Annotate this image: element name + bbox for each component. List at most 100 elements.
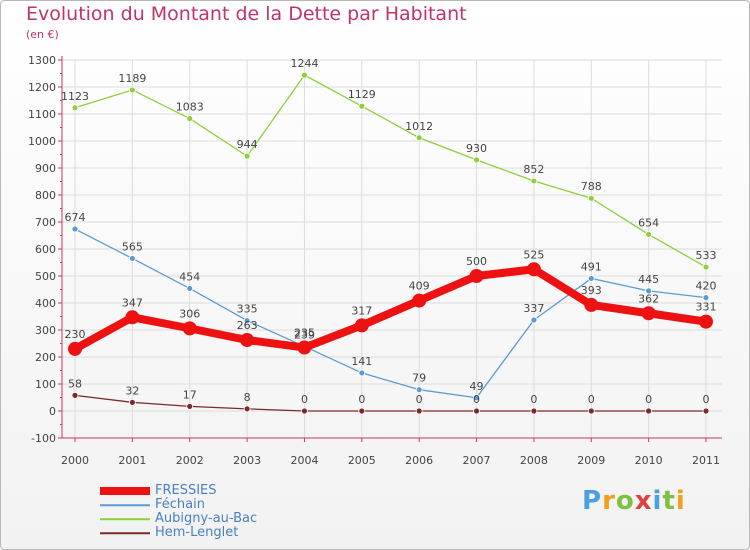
data-point-aubigny-au-bac [587, 194, 595, 202]
data-label-fechain: 445 [638, 273, 659, 286]
proxiti-logo: Proxiti [582, 486, 686, 516]
x-tick-label: 2004 [290, 454, 318, 467]
data-point-aubigny-au-bac [473, 156, 480, 164]
data-point-fressies [354, 318, 369, 333]
y-tick-label: 0 [49, 405, 56, 418]
x-tick-label: 2006 [405, 454, 433, 467]
data-point-fechain [415, 386, 423, 394]
data-label-hem-lenglet: 0 [473, 393, 480, 406]
data-point-fressies [68, 341, 82, 356]
y-tick-label: 600 [35, 243, 56, 256]
x-tick-label: 2000 [61, 454, 89, 467]
data-point-fechain [243, 317, 251, 324]
data-point-hem-lenglet [587, 407, 595, 415]
data-label-hem-lenglet: 58 [68, 377, 82, 390]
data-point-fressies [469, 269, 484, 283]
data-point-aubigny-au-bac [186, 115, 194, 122]
data-point-hem-lenglet [243, 405, 251, 413]
data-label-fressies: 306 [179, 307, 200, 320]
data-point-aubigny-au-bac [415, 134, 423, 142]
data-label-hem-lenglet: 0 [703, 393, 710, 406]
data-label-fechain: 454 [179, 270, 200, 283]
data-label-hem-lenglet: 0 [530, 393, 537, 406]
data-label-hem-lenglet: 0 [645, 393, 652, 406]
data-label-hem-lenglet: 32 [125, 384, 139, 397]
series-line-aubigny-au-bac [74, 74, 707, 268]
y-tick-label: 200 [35, 351, 56, 364]
x-tick-label: 2007 [463, 454, 491, 467]
y-tick-label: 300 [35, 324, 56, 337]
x-tick-label: 2011 [692, 454, 720, 467]
data-label-aubigny-au-bac: 654 [638, 216, 659, 229]
x-tick-label: 2009 [577, 454, 605, 467]
data-label-fressies: 393 [581, 284, 602, 297]
series-line-fressies [71, 265, 710, 353]
data-label-aubigny-au-bac: 1129 [348, 88, 376, 101]
data-point-hem-lenglet [645, 407, 653, 415]
data-point-aubigny-au-bac [71, 104, 79, 112]
y-tick-label: 1200 [28, 81, 56, 94]
data-label-fressies: 317 [351, 304, 372, 317]
data-point-hem-lenglet [530, 407, 538, 415]
y-tick-label: 400 [35, 297, 56, 310]
data-label-aubigny-au-bac: 944 [237, 138, 258, 151]
y-tick-label: 100 [35, 378, 56, 391]
data-label-fressies: 362 [638, 292, 659, 305]
data-point-fressies [240, 332, 255, 347]
data-point-fressies [584, 297, 599, 312]
data-point-aubigny-au-bac [645, 231, 653, 238]
data-point-fechain [71, 225, 79, 233]
data-label-fressies: 235 [294, 327, 315, 340]
data-label-fressies: 409 [409, 280, 430, 293]
data-point-fressies [412, 293, 427, 308]
data-label-aubigny-au-bac: 1123 [61, 90, 89, 103]
y-tick-label: 1300 [28, 54, 56, 67]
data-point-aubigny-au-bac [530, 177, 538, 185]
data-label-aubigny-au-bac: 1012 [405, 120, 433, 133]
y-tick-label: 800 [35, 189, 56, 202]
data-label-fechain: 239 [294, 328, 315, 341]
legend-label-aubigny: Aubigny-au-Bac [155, 511, 258, 526]
data-label-fechain: 79 [412, 372, 426, 385]
data-point-hem-lenglet [71, 391, 79, 399]
data-point-fechain [358, 369, 366, 377]
data-point-hem-lenglet [301, 407, 308, 415]
legend-label-fressies: FRESSIES [155, 483, 217, 498]
data-point-aubigny-au-bac [702, 263, 710, 271]
data-point-fressies [297, 340, 312, 355]
data-point-hem-lenglet [128, 398, 136, 406]
data-label-aubigny-au-bac: 852 [523, 163, 544, 176]
legend-swatch-hem-lenglet [100, 532, 150, 534]
data-point-hem-lenglet [415, 407, 423, 415]
series-line-hem-lenglet [74, 394, 707, 412]
y-tick-label: 1100 [28, 108, 56, 121]
data-label-fressies: 525 [523, 248, 544, 261]
data-label-aubigny-au-bac: 1083 [176, 101, 204, 114]
data-label-fechain: 674 [65, 211, 86, 224]
data-label-hem-lenglet: 17 [183, 388, 197, 401]
data-label-aubigny-au-bac: 930 [466, 142, 487, 155]
data-label-fechain: 49 [470, 380, 484, 393]
legend-swatch-aubigny [100, 518, 150, 520]
data-label-fressies: 263 [237, 319, 258, 332]
data-label-fressies: 331 [696, 301, 717, 314]
data-point-hem-lenglet [186, 403, 194, 410]
data-label-hem-lenglet: 8 [244, 391, 251, 404]
legend-swatch-fechain [100, 504, 150, 506]
y-tick-label: 900 [35, 162, 56, 175]
data-point-aubigny-au-bac [243, 152, 251, 160]
data-point-fressies [526, 262, 541, 277]
data-point-fechain [587, 275, 595, 282]
chart-title: Evolution du Montant de la Dette par Hab… [26, 3, 467, 25]
data-point-fechain [702, 294, 710, 302]
data-point-fechain [186, 285, 194, 292]
x-tick-label: 2005 [348, 454, 376, 467]
data-point-aubigny-au-bac [358, 102, 366, 110]
data-point-fechain [530, 316, 538, 324]
data-label-aubigny-au-bac: 1244 [290, 57, 318, 70]
data-label-fechain: 335 [237, 303, 258, 316]
data-point-aubigny-au-bac [301, 71, 308, 79]
data-label-fechain: 491 [581, 260, 602, 273]
x-tick-label: 2010 [635, 454, 663, 467]
